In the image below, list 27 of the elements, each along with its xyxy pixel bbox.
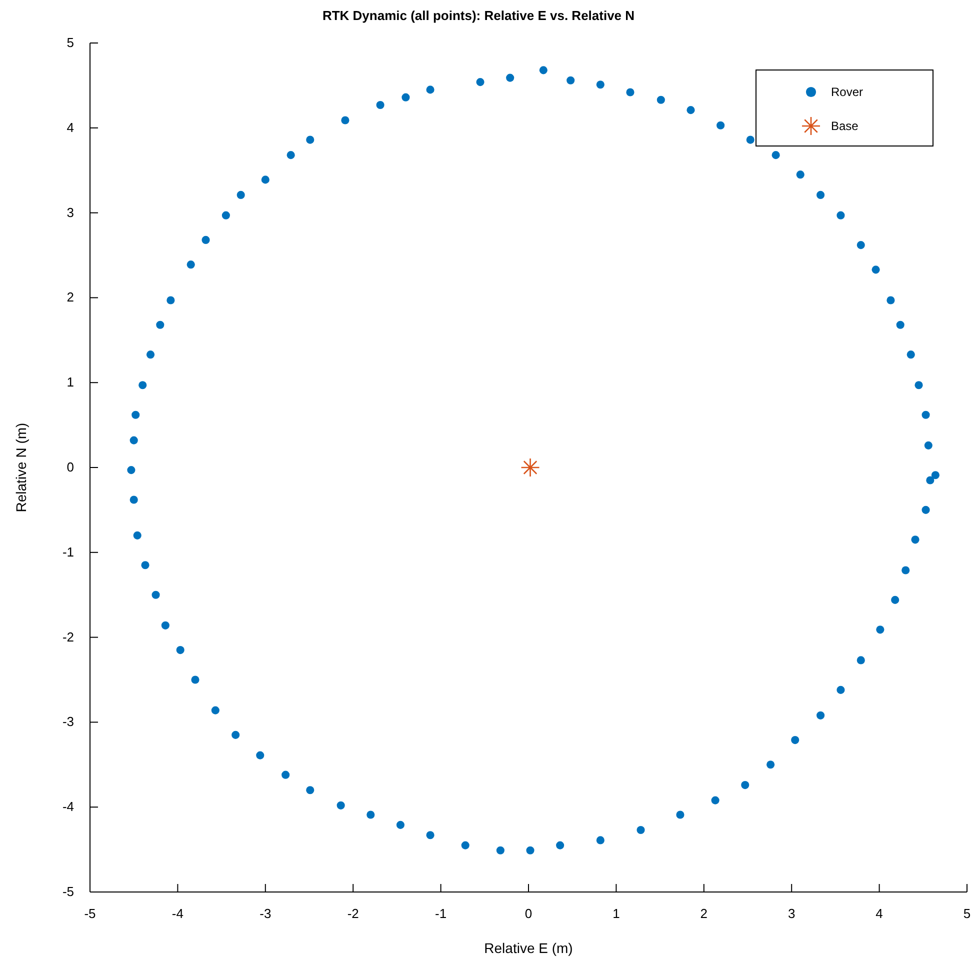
- x-tick-label: -4: [172, 906, 184, 921]
- chart-title: RTK Dynamic (all points): Relative E vs. Relative N: [322, 8, 635, 23]
- x-tick-label: -3: [260, 906, 272, 921]
- y-tick-label: -2: [62, 629, 74, 644]
- y-tick-label: 1: [66, 374, 74, 390]
- x-axis-title: Relative E (m): [484, 940, 573, 956]
- y-tick-label: -1: [62, 544, 74, 560]
- y-tick-label: 2: [66, 290, 74, 305]
- y-tick-label: -3: [62, 714, 74, 730]
- legend-label: Base: [831, 119, 859, 133]
- y-axis-title: Relative N (m): [13, 422, 29, 512]
- y-tick-label: -4: [62, 799, 74, 814]
- x-tick-label: 2: [700, 906, 708, 921]
- x-tick-label: -1: [435, 906, 447, 921]
- x-tick-label: 1: [612, 906, 620, 921]
- x-tick-label: 5: [963, 906, 971, 921]
- y-tick-label: -5: [62, 884, 74, 899]
- x-tick-label: -2: [347, 906, 359, 921]
- x-tick-label: 0: [524, 906, 532, 921]
- y-tick-label: 5: [66, 35, 74, 50]
- x-tick-label: -5: [84, 906, 96, 921]
- x-tick-label: 3: [788, 906, 796, 921]
- legend-label: Rover: [831, 85, 864, 99]
- y-tick-label: 3: [66, 204, 74, 220]
- y-tick-label: 4: [66, 120, 74, 135]
- y-tick-label: 0: [66, 460, 74, 474]
- x-tick-label: 4: [876, 906, 883, 921]
